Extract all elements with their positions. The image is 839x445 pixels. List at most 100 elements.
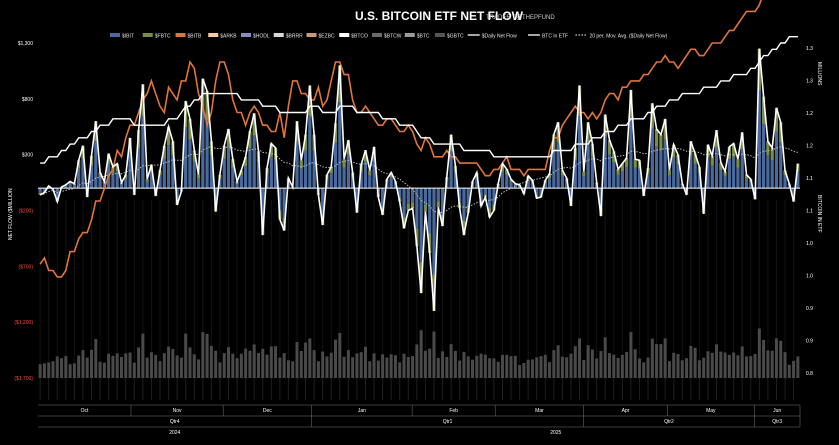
volume-bar (552, 350, 556, 378)
volume-bar (436, 357, 440, 378)
bar-fbtc (783, 170, 787, 176)
y-right-label-mid: BITCOIN IN ETF (816, 195, 822, 233)
quarter-label: Qtr4 (170, 419, 180, 425)
bar-ibit (218, 178, 222, 189)
bar-ibit (488, 188, 492, 209)
bar-ibit (629, 119, 633, 189)
bar-ibit (38, 188, 42, 193)
bar-ibit (312, 150, 316, 189)
volume-bar (548, 362, 552, 378)
bar-fbtc (744, 174, 749, 179)
bar-ibit (565, 181, 569, 189)
bar-fbtc (299, 160, 303, 169)
bar-ibit (517, 185, 522, 189)
bar-fbtc (710, 155, 714, 166)
bar-ibit (419, 188, 423, 262)
legend-swatch (175, 33, 186, 37)
bar-ibit (115, 170, 119, 189)
bar-fbtc (308, 85, 312, 117)
bar-ibit (552, 150, 556, 189)
bar-ibit (449, 150, 453, 189)
bar-fbtc (663, 118, 667, 140)
bar-ibit (779, 142, 783, 189)
bar-fbtc (607, 140, 612, 155)
right-tick-label: 0.9 (806, 306, 813, 312)
volume-bar (119, 357, 123, 378)
bar-ibit (162, 158, 166, 189)
bar-ibit (650, 128, 654, 189)
volume-bar (462, 351, 466, 378)
volume-bar (51, 361, 55, 378)
bar-ibit (500, 170, 505, 189)
bar-ibit (389, 177, 393, 189)
bar-ibit (740, 149, 744, 189)
volume-bar (398, 362, 402, 378)
volume-bar (179, 357, 183, 378)
volume-bar (518, 365, 522, 378)
volume-bar (612, 354, 616, 378)
volume-bar (184, 333, 188, 378)
month-label: Oct (81, 408, 89, 414)
volume-bar (655, 344, 659, 378)
bar-fbtc (303, 134, 308, 151)
volume-bar (535, 357, 539, 378)
bar-fbtc (556, 122, 560, 143)
bar-ibit (732, 156, 736, 189)
bar-fbtc (654, 128, 659, 147)
right-tick-label: 1.3 (806, 46, 813, 52)
bar-ibit (368, 175, 372, 189)
volume-bar (385, 357, 389, 378)
volume-bar (586, 345, 590, 378)
year-label: 2024 (169, 430, 180, 436)
volume-bar (526, 359, 530, 378)
bar-fbtc (428, 233, 432, 253)
bar-ibit (577, 116, 582, 189)
bar-ibit (492, 188, 496, 204)
volume-bar (702, 357, 706, 378)
bar-fbtc (727, 146, 731, 160)
bar-ibit (766, 155, 770, 189)
volume-bar (325, 356, 329, 378)
legend-label: $IBIT (122, 34, 134, 40)
volume-bar (359, 352, 363, 378)
legend-label: $BTCO (351, 34, 368, 40)
volume-bar (479, 353, 483, 378)
bar-fbtc (269, 143, 273, 157)
volume-bar (556, 345, 560, 378)
volume-bar (560, 356, 564, 378)
right-tick-label: 1.0 (806, 274, 813, 280)
bar-ibit (573, 160, 577, 189)
bar-ibit (363, 161, 368, 189)
volume-bar (667, 361, 671, 378)
volume-bar (642, 362, 646, 378)
volume-bar (321, 351, 325, 378)
volume-bar (218, 362, 222, 378)
volume-bar (102, 362, 106, 378)
bar-ibit (453, 172, 457, 189)
bar-ibit (77, 168, 81, 189)
volume-bar (796, 356, 800, 378)
bar-ibit (308, 116, 312, 189)
volume-bar (573, 346, 577, 378)
bar-fbtc (423, 204, 428, 212)
legend-label: 20 per. Mov. Avg. ($Daily Net Flow) (589, 34, 667, 40)
bar-ibit (393, 183, 398, 189)
left-tick-label: ($1,200) (14, 320, 33, 326)
bar-ibit (303, 150, 308, 189)
quarter-label: Qtr2 (664, 419, 674, 425)
bar-ibit (680, 185, 684, 189)
volume-bar (637, 358, 641, 378)
bar-fbtc (124, 174, 128, 179)
bar-fbtc (222, 145, 226, 159)
volume-bar (372, 353, 376, 378)
bar-fbtc (774, 107, 779, 132)
month-label: Feb (449, 408, 458, 414)
bar-ibit (265, 174, 269, 189)
volume-bar (543, 354, 547, 378)
bar-ibit (102, 183, 106, 189)
bar-fbtc (719, 162, 723, 171)
bar-ibit (256, 162, 261, 189)
volume-bar (753, 354, 757, 378)
bar-ibit (667, 175, 672, 189)
volume-bar (522, 363, 526, 378)
